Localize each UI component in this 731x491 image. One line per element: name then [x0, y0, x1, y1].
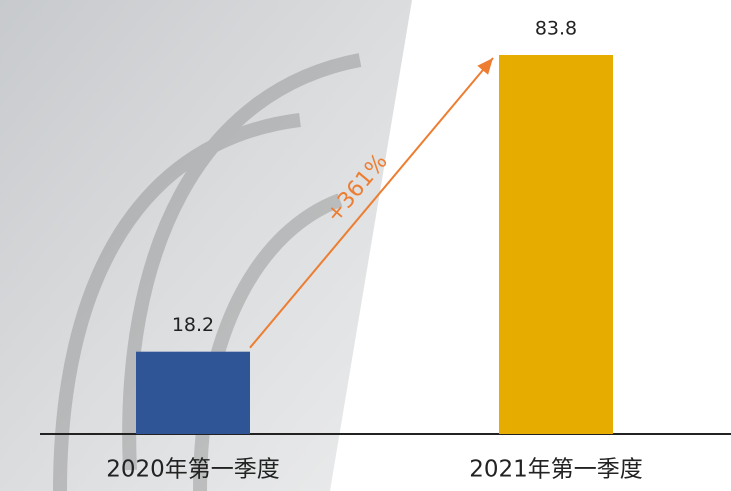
- value-label: 18.2: [172, 314, 214, 336]
- value-label: 83.8: [535, 18, 577, 40]
- x-tick-label: 2021年第一季度: [469, 457, 643, 483]
- chart: 18.22020年第一季度83.82021年第一季度+361%: [0, 0, 731, 491]
- x-tick-label: 2020年第一季度: [106, 457, 280, 483]
- bar: [136, 352, 250, 434]
- arrow-head: [477, 58, 493, 75]
- bar: [499, 55, 613, 434]
